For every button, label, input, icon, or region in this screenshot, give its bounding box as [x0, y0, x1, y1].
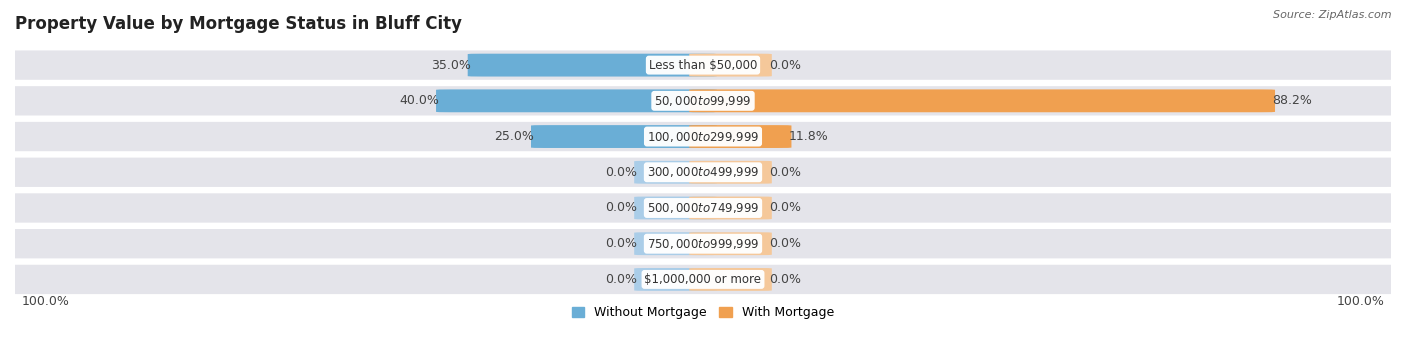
FancyBboxPatch shape: [634, 196, 717, 219]
FancyBboxPatch shape: [634, 232, 717, 255]
Text: 0.0%: 0.0%: [605, 237, 637, 250]
Text: 0.0%: 0.0%: [769, 166, 801, 179]
FancyBboxPatch shape: [436, 89, 717, 112]
Text: 0.0%: 0.0%: [769, 59, 801, 72]
Text: 25.0%: 25.0%: [494, 130, 534, 143]
FancyBboxPatch shape: [1, 157, 1405, 188]
FancyBboxPatch shape: [689, 161, 772, 184]
Text: 88.2%: 88.2%: [1272, 94, 1312, 107]
FancyBboxPatch shape: [1, 85, 1405, 117]
Text: Source: ZipAtlas.com: Source: ZipAtlas.com: [1274, 10, 1392, 20]
Text: Property Value by Mortgage Status in Bluff City: Property Value by Mortgage Status in Blu…: [15, 15, 463, 33]
Text: 100.0%: 100.0%: [1336, 295, 1384, 308]
Text: Less than $50,000: Less than $50,000: [648, 59, 758, 72]
Text: 0.0%: 0.0%: [605, 273, 637, 286]
Text: 0.0%: 0.0%: [769, 202, 801, 214]
FancyBboxPatch shape: [1, 192, 1405, 224]
Text: $100,000 to $299,999: $100,000 to $299,999: [647, 130, 759, 144]
Text: 0.0%: 0.0%: [605, 202, 637, 214]
Text: $300,000 to $499,999: $300,000 to $499,999: [647, 165, 759, 179]
FancyBboxPatch shape: [689, 125, 792, 148]
FancyBboxPatch shape: [689, 196, 772, 219]
Text: $750,000 to $999,999: $750,000 to $999,999: [647, 237, 759, 251]
FancyBboxPatch shape: [634, 161, 717, 184]
FancyBboxPatch shape: [634, 268, 717, 291]
Text: 40.0%: 40.0%: [399, 94, 439, 107]
Text: $500,000 to $749,999: $500,000 to $749,999: [647, 201, 759, 215]
FancyBboxPatch shape: [468, 54, 717, 76]
Text: $50,000 to $99,999: $50,000 to $99,999: [654, 94, 752, 108]
Text: 0.0%: 0.0%: [769, 273, 801, 286]
FancyBboxPatch shape: [689, 89, 1275, 112]
FancyBboxPatch shape: [1, 121, 1405, 152]
FancyBboxPatch shape: [1, 228, 1405, 260]
Text: 35.0%: 35.0%: [430, 59, 471, 72]
Text: 0.0%: 0.0%: [605, 166, 637, 179]
FancyBboxPatch shape: [689, 232, 772, 255]
Text: 100.0%: 100.0%: [22, 295, 70, 308]
Text: 0.0%: 0.0%: [769, 237, 801, 250]
FancyBboxPatch shape: [689, 54, 772, 76]
Text: $1,000,000 or more: $1,000,000 or more: [644, 273, 762, 286]
Legend: Without Mortgage, With Mortgage: Without Mortgage, With Mortgage: [572, 306, 834, 319]
Text: 11.8%: 11.8%: [789, 130, 828, 143]
FancyBboxPatch shape: [1, 264, 1405, 295]
FancyBboxPatch shape: [531, 125, 717, 148]
FancyBboxPatch shape: [1, 49, 1405, 81]
FancyBboxPatch shape: [689, 268, 772, 291]
